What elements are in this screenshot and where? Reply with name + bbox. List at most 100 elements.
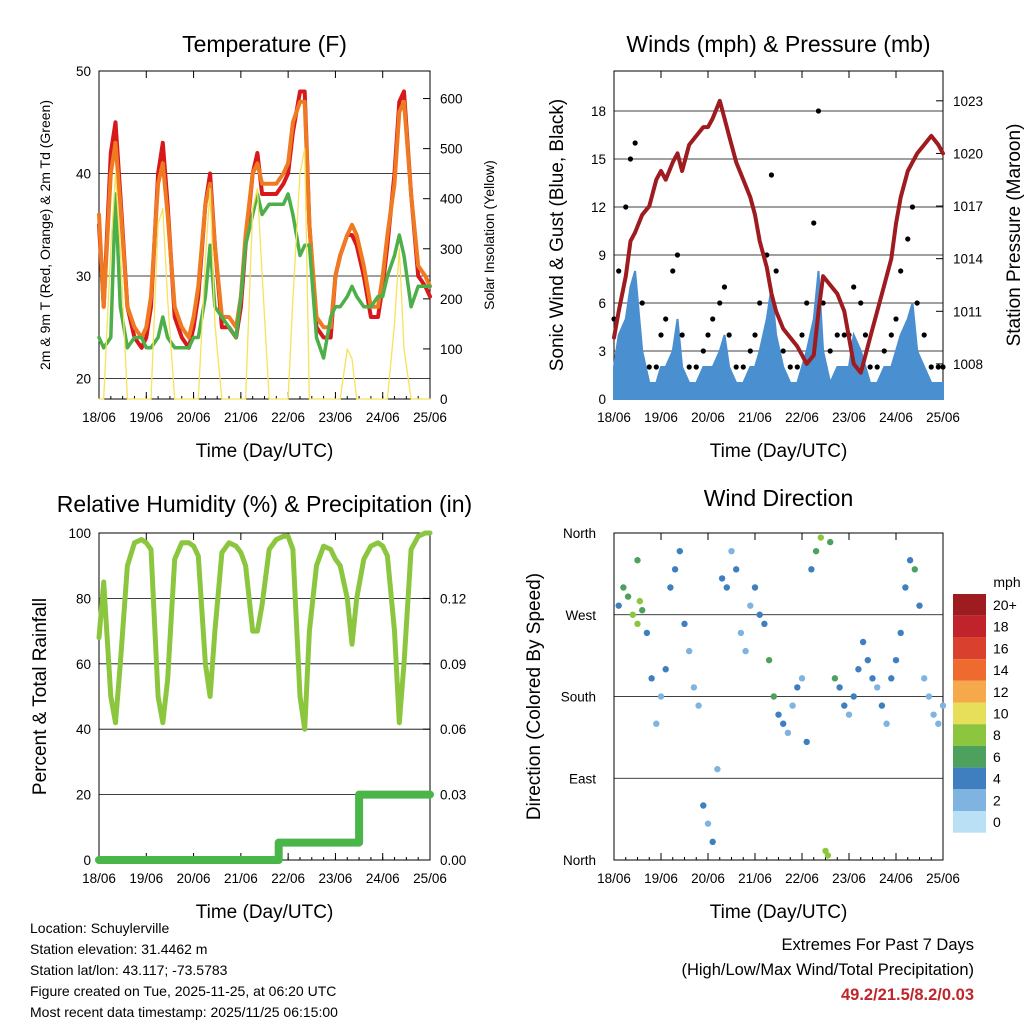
panel-1-xtick-label: 21/06 xyxy=(224,410,258,425)
most-recent-timestamp: Most recent data timestamp: 2025/11/25 0… xyxy=(30,1004,338,1020)
panel-1-xlabel: Time (Day/UTC) xyxy=(196,441,334,462)
direction-point xyxy=(709,838,716,846)
direction-point xyxy=(775,711,782,718)
panel-1-xtick-label: 23/06 xyxy=(319,410,353,425)
direction-point xyxy=(615,602,622,609)
gust-point xyxy=(815,108,822,114)
panel-3-ylabel: Percent & Total Rainfall xyxy=(30,598,51,795)
gust-point xyxy=(747,348,753,354)
panel-1-ytick-right-label: 400 xyxy=(440,192,463,207)
direction-point xyxy=(747,602,754,609)
panel-1-xtick-label: 19/06 xyxy=(129,410,163,425)
direction-point xyxy=(845,711,853,718)
panel-3-xtick-label: 21/06 xyxy=(224,871,258,886)
gust-point xyxy=(794,364,800,370)
legend-label: 6 xyxy=(993,749,1001,765)
gust-point xyxy=(679,332,685,338)
panel-2-xtick-label: 19/06 xyxy=(644,410,678,425)
panel-4-xtick-label: 22/06 xyxy=(785,871,819,886)
direction-point xyxy=(921,675,928,682)
direction-point xyxy=(803,738,810,746)
extremes-panel: Extremes For Past 7 Days (High/Low/Max W… xyxy=(681,933,974,1008)
panel-1-xtick-label: 18/06 xyxy=(82,410,116,425)
panel-2-xlabel: Time (Day/UTC) xyxy=(710,441,848,462)
legend-label: 8 xyxy=(993,727,1001,743)
direction-point xyxy=(636,597,644,605)
panel-1-frame xyxy=(98,70,431,400)
gust-point xyxy=(914,300,920,306)
gust-point xyxy=(905,236,911,242)
direction-point xyxy=(667,584,674,591)
direction-point xyxy=(874,684,881,691)
panel-2-ytick-right-label: 1020 xyxy=(953,146,983,161)
panel-3-xtick-label: 25/06 xyxy=(413,871,447,886)
extremes-subtitle: (High/Low/Max Wind/Total Precipitation) xyxy=(681,961,974,979)
direction-point xyxy=(728,547,735,555)
panel-1-xtick-label: 20/06 xyxy=(177,410,211,425)
extremes-values: 49.2/21.5/8.2/0.03 xyxy=(840,986,974,1004)
direction-point xyxy=(798,675,806,682)
direction-point xyxy=(662,666,669,673)
direction-point xyxy=(897,629,904,637)
gust-point xyxy=(616,268,622,274)
panel-1-ylabel-right: Solar Insolation (Yellow) xyxy=(481,160,497,310)
direction-point xyxy=(859,638,867,646)
panel-2-title: Winds (mph) & Pressure (mb) xyxy=(626,31,930,57)
direction-point xyxy=(841,702,848,709)
direction-point xyxy=(643,629,651,637)
panel-1-ytick-label: 20 xyxy=(76,372,91,387)
panel-1-ytick-label: 50 xyxy=(76,64,91,79)
direction-point xyxy=(906,557,914,564)
panel-3-xlabel: Time (Day/UTC) xyxy=(196,902,334,923)
panel-3-ytick-label: 80 xyxy=(76,591,91,606)
direction-point xyxy=(883,720,890,727)
gust-point xyxy=(733,364,739,370)
figure-created: Figure created on Tue, 2025-11-25, at 06… xyxy=(30,983,337,999)
panel-1-xtick-label: 24/06 xyxy=(366,410,400,425)
station-info: Location: Schuylerville Station elevatio… xyxy=(30,918,338,1023)
panel-2-xtick-label: 23/06 xyxy=(832,410,866,425)
gust-point xyxy=(658,332,664,338)
legend-swatch xyxy=(953,659,986,681)
direction-point xyxy=(756,611,763,618)
direction-point xyxy=(911,566,918,573)
panel-1-ytick-right-label: 200 xyxy=(440,292,463,307)
panel-4-ytick-label: North xyxy=(563,853,596,868)
direction-point xyxy=(676,547,683,555)
panel-2-xtick-label: 24/06 xyxy=(879,410,913,425)
panel-2-xtick-label: 22/06 xyxy=(785,410,819,425)
gust-point xyxy=(834,332,840,338)
panel-3-xtick-label: 19/06 xyxy=(129,871,163,886)
panel-3-title: Relative Humidity (%) & Precipitation (i… xyxy=(57,491,472,517)
legend-swatch xyxy=(953,811,986,833)
legend-swatch xyxy=(953,767,986,790)
direction-point xyxy=(939,702,947,709)
gust-point xyxy=(935,364,941,370)
panel-1-ytick-label: 40 xyxy=(76,167,91,182)
gust-point xyxy=(773,268,779,274)
panel-1-xtick-label: 25/06 xyxy=(413,410,447,425)
direction-point xyxy=(629,611,636,618)
legend-title: mph xyxy=(993,574,1020,590)
direction-point xyxy=(864,656,871,664)
direction-point xyxy=(681,620,688,628)
panel-3-xtick-label: 23/06 xyxy=(319,871,353,886)
panel-4-xtick-label: 24/06 xyxy=(879,871,913,886)
panel-2-ytick-right-label: 1017 xyxy=(953,199,983,214)
panel-2-ytick-label: 3 xyxy=(598,344,606,359)
panel-2-ytick-right-label: 1023 xyxy=(953,94,983,109)
panel-4-xlabel: Time (Day/UTC) xyxy=(710,902,848,923)
series-total-rainfall xyxy=(95,790,434,864)
gust-point xyxy=(686,364,692,370)
gust-point xyxy=(851,284,857,290)
panel-2-xtick-label: 18/06 xyxy=(597,410,631,425)
direction-point xyxy=(653,720,660,727)
legend-label: 12 xyxy=(993,684,1009,700)
direction-point xyxy=(824,852,832,859)
legend-label: 18 xyxy=(993,619,1009,635)
gust-point xyxy=(670,268,676,274)
panel-4-xtick-label: 23/06 xyxy=(832,871,866,886)
panel-4-xtick-label: 21/06 xyxy=(738,871,772,886)
panel-3-ytick-label: 20 xyxy=(76,788,91,803)
panel-2-ylabel-right: Station Pressure (Maroon) xyxy=(1004,124,1024,347)
